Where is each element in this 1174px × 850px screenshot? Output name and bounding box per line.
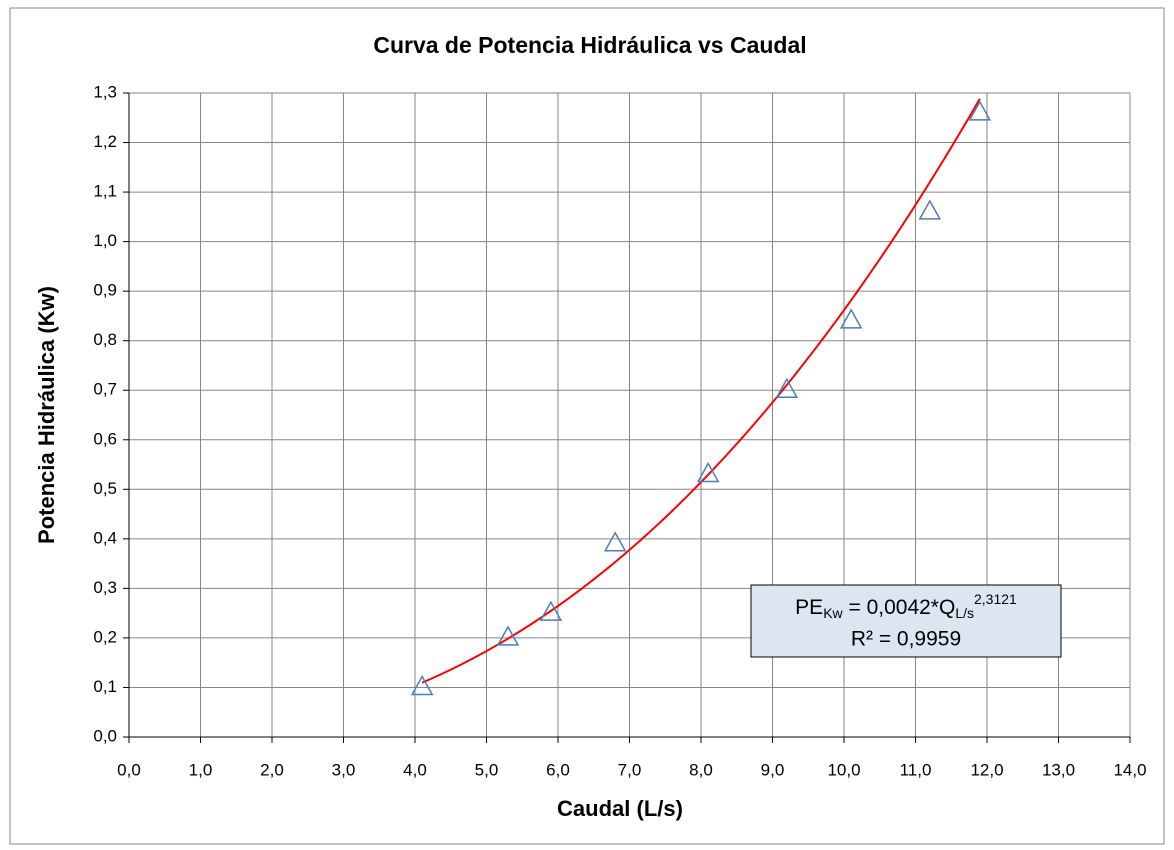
y-tick-label: 1,3 <box>93 82 117 101</box>
y-tick-label: 0,1 <box>93 677 117 696</box>
marker <box>603 531 627 552</box>
x-tick-label: 1,0 <box>189 760 213 779</box>
y-tick-label: 0,9 <box>93 281 117 300</box>
marker <box>839 308 863 329</box>
marker <box>775 377 799 398</box>
marker <box>696 461 720 483</box>
y-tick-label: 0,8 <box>93 330 117 349</box>
marker <box>539 600 563 621</box>
y-tick-label: 0,2 <box>93 627 117 646</box>
marker <box>968 100 992 121</box>
y-tick-label: 1,0 <box>93 231 117 250</box>
equation-superscript: 2,3121 <box>974 591 1017 607</box>
x-tick-label: 13,0 <box>1042 760 1075 779</box>
equation-text: PE <box>795 596 823 619</box>
x-tick-label: 0,0 <box>117 760 141 779</box>
equation-text: = 0,0042*Q <box>843 596 956 619</box>
x-tick-label: 7,0 <box>618 760 642 779</box>
y-tick-label: 0,3 <box>93 578 117 597</box>
y-tick-label: 0,6 <box>93 429 117 448</box>
marker <box>410 674 434 696</box>
x-tick-label: 12,0 <box>970 760 1003 779</box>
equation: PEKw = 0,0042*QL/s2,3121 <box>795 591 1017 621</box>
x-tick-label: 10,0 <box>827 760 860 779</box>
x-axis-label: Caudal (L/s) <box>557 796 683 821</box>
y-tick-label: 0,5 <box>93 479 117 498</box>
marker <box>918 199 942 220</box>
x-tick-label: 14,0 <box>1113 760 1146 779</box>
x-tick-label: 8,0 <box>689 760 713 779</box>
equation-box <box>750 584 1062 658</box>
y-tick-label: 0,7 <box>93 380 117 399</box>
y-tick-label: 1,2 <box>93 132 117 151</box>
x-tick-label: 11,0 <box>900 760 932 779</box>
chart-frame <box>9 7 1165 845</box>
r-squared: R² = 0,9959 <box>851 628 961 651</box>
x-tick-label: 6,0 <box>546 760 570 779</box>
y-tick-label: 1,1 <box>93 182 117 201</box>
y-tick-label: 0,0 <box>93 726 117 745</box>
y-axis-label: Potencia Hidráulica (Kw) <box>34 286 59 544</box>
equation-subscript: L/s <box>955 605 974 621</box>
x-tick-label: 2,0 <box>260 760 284 779</box>
x-tick-label: 4,0 <box>403 760 427 779</box>
x-tick-label: 9,0 <box>761 760 785 779</box>
marker <box>496 625 520 646</box>
chart-title: Curva de Potencia Hidráulica vs Caudal <box>373 32 806 58</box>
x-tick-label: 3,0 <box>332 760 356 779</box>
x-tick-label: 5,0 <box>475 760 499 779</box>
equation-subscript: Kw <box>823 605 843 621</box>
y-tick-label: 0,4 <box>93 528 117 547</box>
